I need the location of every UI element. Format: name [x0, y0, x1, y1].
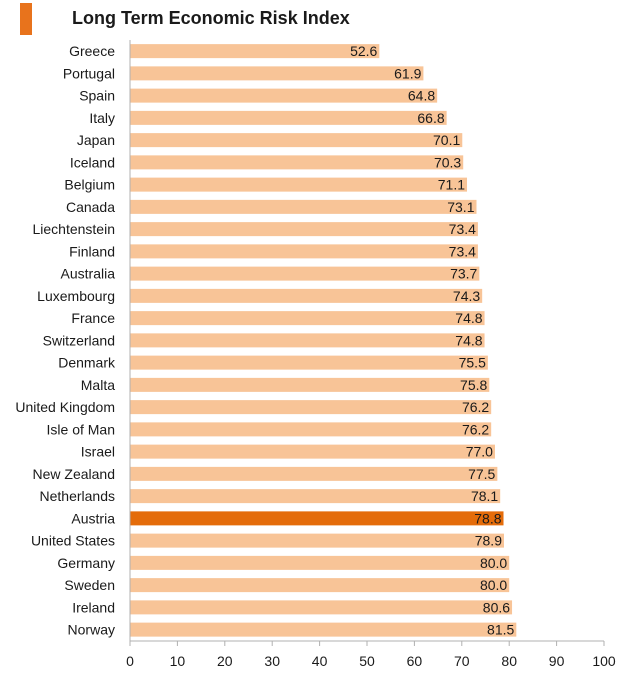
bar	[130, 466, 498, 481]
x-tick-label: 70	[454, 653, 470, 669]
value-label: 77.5	[468, 466, 495, 482]
value-label: 64.8	[408, 88, 435, 104]
bar	[130, 44, 380, 59]
bar	[130, 88, 438, 103]
bar	[130, 511, 504, 526]
value-label: 74.8	[455, 332, 482, 348]
bar	[130, 578, 510, 593]
value-label: 73.7	[450, 266, 477, 282]
x-tick-label: 20	[217, 653, 233, 669]
bar	[130, 600, 513, 615]
bar	[130, 400, 492, 415]
bar	[130, 222, 478, 237]
bar	[130, 133, 463, 148]
value-label: 73.1	[447, 199, 474, 215]
value-label: 78.8	[474, 510, 501, 526]
category-label: Germany	[57, 555, 115, 571]
value-label: 74.8	[455, 310, 482, 326]
value-label: 70.1	[433, 132, 460, 148]
bar	[130, 244, 478, 259]
x-tick-label: 80	[501, 653, 517, 669]
category-label: Austria	[71, 510, 115, 526]
bar	[130, 533, 504, 548]
bar	[130, 311, 485, 326]
category-label: Belgium	[64, 177, 115, 193]
value-label: 77.0	[466, 444, 493, 460]
x-tick-label: 90	[549, 653, 565, 669]
category-label: Netherlands	[40, 488, 116, 504]
value-label: 76.2	[462, 421, 489, 437]
bar	[130, 355, 488, 370]
category-label: Switzerland	[43, 332, 115, 348]
bar	[130, 155, 464, 170]
x-tick-label: 40	[312, 653, 328, 669]
category-label: Malta	[81, 377, 115, 393]
bar	[130, 110, 447, 125]
x-tick-label: 100	[592, 653, 616, 669]
bar	[130, 489, 501, 504]
bar	[130, 266, 480, 281]
title-accent-mark	[20, 3, 32, 35]
category-label: Italy	[89, 110, 115, 126]
value-label: 73.4	[449, 243, 476, 259]
category-label: Canada	[66, 199, 115, 215]
category-label: Sweden	[64, 577, 115, 593]
value-label: 75.5	[459, 355, 486, 371]
category-label: New Zealand	[33, 466, 116, 482]
x-tick-label: 60	[407, 653, 423, 669]
category-label: Japan	[77, 132, 115, 148]
bar	[130, 377, 490, 392]
category-label: United States	[31, 533, 115, 549]
bar	[130, 622, 517, 637]
category-label: Denmark	[58, 355, 116, 371]
bar	[130, 66, 424, 81]
bar	[130, 444, 495, 459]
category-label: Portugal	[63, 65, 115, 81]
value-label: 80.0	[480, 555, 507, 571]
value-label: 66.8	[417, 110, 444, 126]
value-label: 70.3	[434, 154, 461, 170]
chart-title: Long Term Economic Risk Index	[72, 8, 350, 28]
category-label: Finland	[69, 243, 115, 259]
category-label: United Kingdom	[15, 399, 115, 415]
category-label: Liechtenstein	[32, 221, 115, 237]
category-label: Ireland	[72, 599, 115, 615]
category-label: Luxembourg	[37, 288, 115, 304]
bar	[130, 199, 477, 214]
value-label: 61.9	[394, 65, 421, 81]
value-label: 80.0	[480, 577, 507, 593]
category-label: Norway	[68, 622, 115, 638]
x-tick-label: 10	[170, 653, 186, 669]
category-label: Greece	[69, 43, 115, 59]
value-label: 80.6	[483, 599, 510, 615]
x-tick-label: 30	[264, 653, 280, 669]
bar	[130, 177, 468, 192]
bar	[130, 555, 510, 570]
x-tick-label: 50	[359, 653, 375, 669]
value-label: 76.2	[462, 399, 489, 415]
value-label: 81.5	[487, 622, 514, 638]
bar	[130, 422, 492, 437]
bar	[130, 288, 483, 303]
category-label: Australia	[61, 266, 116, 282]
value-label: 52.6	[350, 43, 377, 59]
value-label: 78.9	[475, 533, 502, 549]
category-label: Isle of Man	[47, 421, 115, 437]
x-tick-label: 0	[126, 653, 134, 669]
value-label: 75.8	[460, 377, 487, 393]
value-label: 73.4	[449, 221, 476, 237]
value-label: 74.3	[453, 288, 480, 304]
category-label: Iceland	[70, 154, 115, 170]
value-label: 78.1	[471, 488, 498, 504]
value-label: 71.1	[438, 177, 465, 193]
category-label: Israel	[81, 444, 115, 460]
bar	[130, 333, 485, 348]
category-label: France	[71, 310, 115, 326]
category-label: Spain	[79, 88, 115, 104]
